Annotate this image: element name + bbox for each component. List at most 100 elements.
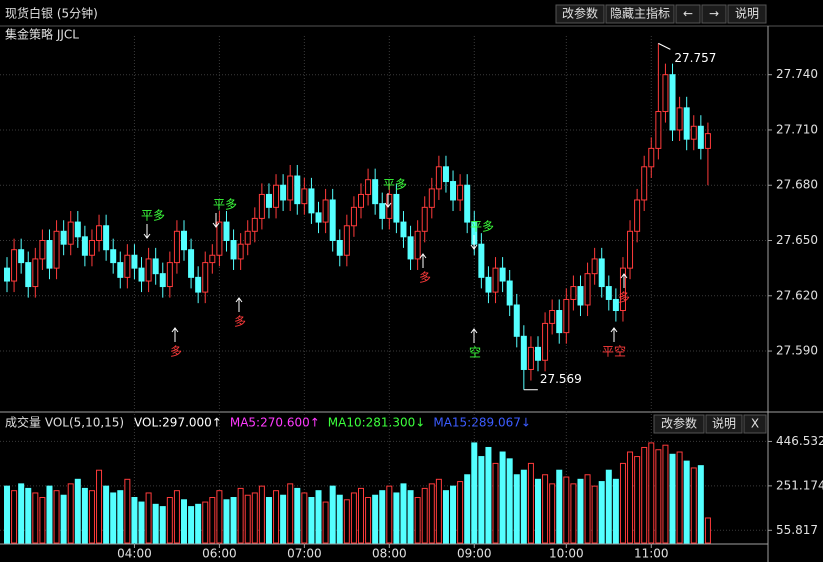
candle-body (612, 298, 619, 312)
indicator-title: 集金策略 JJCL (5, 27, 79, 42)
candle-body (358, 193, 364, 208)
volume-title: 成交量 VOL(5,10,15) (5, 415, 124, 430)
button[interactable] (701, 4, 727, 24)
volume-bar (336, 494, 343, 544)
signal-label: 空 (469, 346, 481, 360)
button-label[interactable]: 改参数 (661, 416, 697, 431)
candle-body (166, 262, 173, 288)
volume-bar (591, 485, 598, 544)
volume-bar (400, 483, 407, 544)
candle-body (485, 276, 492, 293)
volume-bar (32, 492, 39, 544)
button-label[interactable]: 说明 (735, 6, 759, 21)
volume-bar (605, 469, 612, 544)
volume-bar (358, 487, 364, 544)
indicator-value: MA10:281.300↓ (328, 416, 426, 430)
volume-bar (662, 444, 669, 544)
candle-body (294, 175, 301, 205)
candle-body (641, 166, 648, 201)
max-label: 27.757 (674, 51, 716, 65)
volume-bar (287, 483, 294, 544)
candle-body (435, 166, 442, 190)
button[interactable] (605, 4, 675, 24)
candle-body (145, 258, 152, 282)
volume-bar (520, 469, 527, 544)
candle-body (223, 221, 230, 242)
window-title: 现货白银 (5分钟) (5, 6, 98, 21)
volume-bar (549, 483, 556, 544)
candle-body (450, 181, 457, 201)
candle-body (393, 193, 400, 223)
candle-body (492, 267, 499, 293)
button-label[interactable]: 改参数 (562, 6, 598, 21)
candle-body (584, 273, 591, 306)
signal-label: 平多 (213, 198, 237, 212)
candle-body (400, 221, 407, 238)
button-label[interactable]: → (709, 7, 719, 21)
volume-bar (350, 492, 357, 544)
volume-bar (11, 490, 18, 544)
signal-label: 平空 (602, 345, 626, 359)
button[interactable] (705, 414, 743, 434)
volume-bar (634, 456, 641, 544)
candle-body (662, 74, 669, 113)
volume-bar (683, 460, 690, 544)
volume-bar (96, 469, 103, 544)
volume-bar (471, 442, 478, 544)
volume-bar (556, 469, 563, 544)
volume-bar (598, 481, 605, 544)
volume-bar (53, 490, 60, 544)
indicator-value: MA5:270.600↑ (230, 416, 320, 430)
y-tick-label: 27.650 (776, 233, 818, 247)
button-label[interactable]: X (751, 417, 759, 431)
candle-body (619, 267, 626, 312)
candle-body (464, 184, 471, 223)
volume-bar (322, 501, 329, 544)
x-tick-label: 04:00 (117, 547, 152, 561)
candle-body (195, 276, 202, 293)
button[interactable] (555, 4, 605, 24)
y-tick-label: 27.710 (776, 122, 818, 136)
volume-bar (138, 501, 145, 544)
candle-body (676, 107, 683, 131)
volume-bar (542, 474, 549, 544)
candle-body (350, 206, 357, 227)
candle-body (131, 254, 138, 269)
button-label[interactable]: 隐藏主指标 (610, 6, 670, 21)
button[interactable] (743, 414, 767, 434)
signal-arrow-head (620, 273, 628, 279)
button[interactable] (727, 4, 767, 24)
volume-bar (273, 490, 280, 544)
volume-bar (103, 485, 110, 544)
candle-body (457, 184, 464, 201)
volume-bar (428, 483, 435, 544)
candle-body (258, 193, 265, 219)
candle-body (32, 258, 39, 288)
signal-arrow-head (470, 328, 478, 334)
candle-body (386, 193, 393, 219)
volume-bar (188, 506, 195, 544)
signal-arrow-head (610, 327, 618, 333)
button[interactable] (653, 414, 705, 434)
candle-body (251, 217, 258, 232)
volume-bar (478, 456, 485, 544)
candle-body (499, 267, 506, 282)
candle-body (273, 184, 280, 208)
candle-body (329, 199, 336, 242)
button-label[interactable]: 说明 (712, 416, 736, 431)
volume-bar (499, 451, 506, 544)
candle-body (11, 249, 18, 282)
candle-body (110, 249, 117, 264)
signal-label: 多 (170, 345, 182, 359)
volume-bar (612, 478, 619, 544)
signal-arrow-head (419, 253, 427, 259)
volume-bar (117, 490, 124, 544)
button-label[interactable]: ← (683, 7, 693, 21)
candle-body (372, 179, 379, 205)
candle-body (53, 230, 60, 269)
candle-body (336, 240, 343, 256)
button[interactable] (675, 4, 701, 24)
volume-bar (464, 474, 471, 544)
leader-line (658, 42, 671, 50)
volume-bar (315, 490, 322, 544)
